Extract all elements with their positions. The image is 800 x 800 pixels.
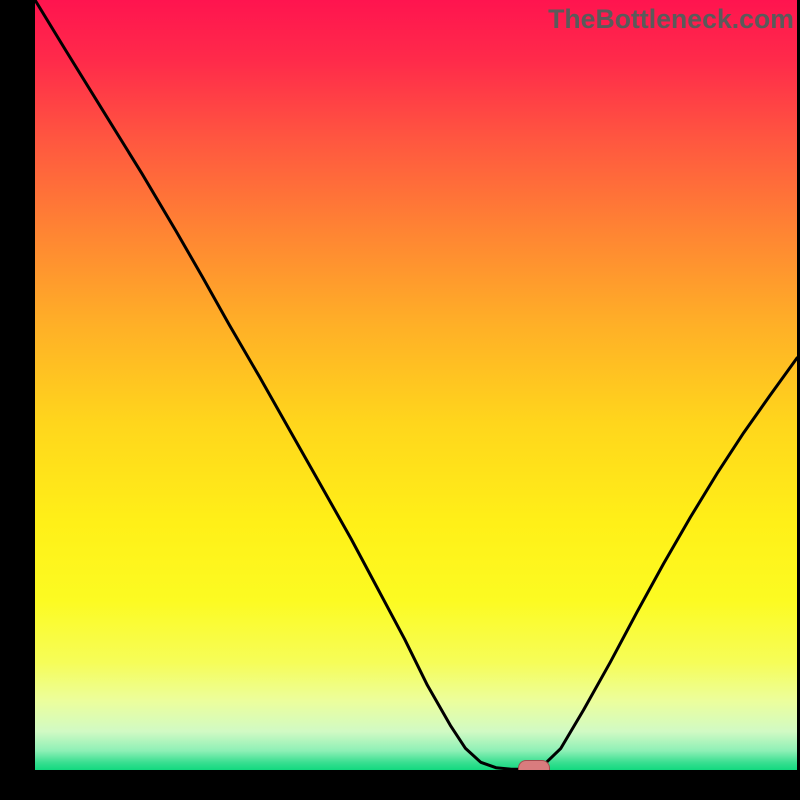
chart-root: TheBottleneck.com [0, 0, 800, 800]
curve-layer [35, 0, 797, 770]
watermark-text: TheBottleneck.com [548, 4, 794, 35]
frame-bottom [0, 770, 800, 800]
bottleneck-curve [35, 0, 797, 769]
frame-left [0, 0, 35, 800]
plot-area [35, 0, 797, 770]
